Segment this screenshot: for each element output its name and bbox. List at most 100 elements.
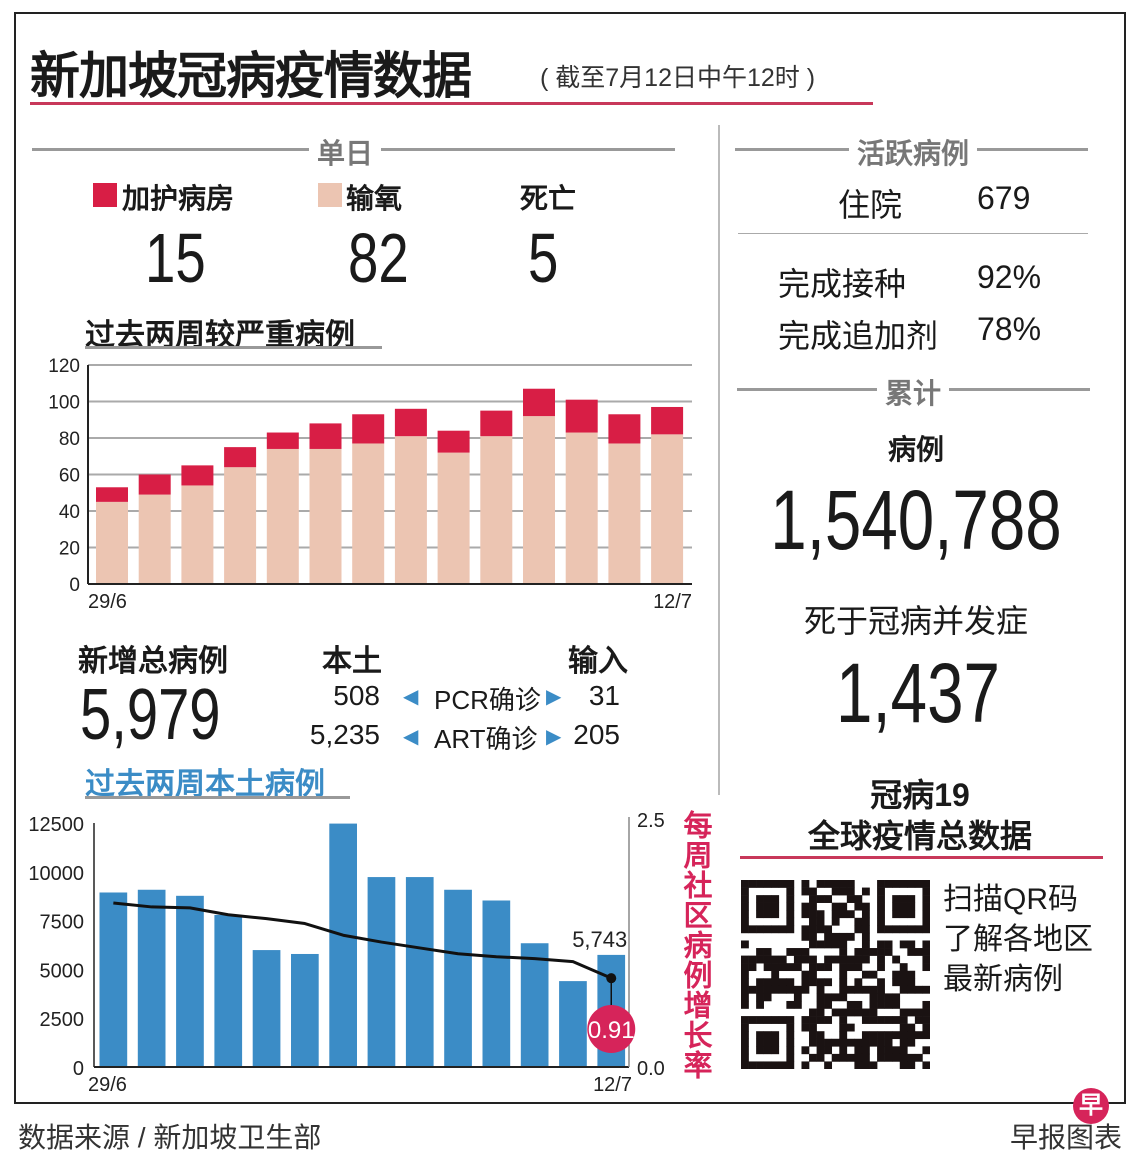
x-tick-label: 29/6 [88, 1074, 127, 1096]
qr-module [899, 1053, 908, 1062]
qr-module [771, 910, 780, 919]
qr-module [824, 978, 833, 987]
deaths-label: 死亡 [520, 183, 577, 214]
qr-module [793, 993, 802, 1002]
qr-code[interactable] [741, 880, 930, 1069]
qr-module [914, 925, 923, 934]
qr-module [869, 970, 878, 979]
qr-module [869, 1031, 878, 1040]
qr-module [907, 978, 916, 987]
y-tick-label: 60 [59, 466, 80, 487]
qr-module [839, 963, 848, 972]
qr-module [899, 1031, 908, 1040]
qr-module [877, 1053, 885, 1062]
oxygen-bar [651, 434, 684, 584]
qr-module [786, 985, 795, 994]
qr-module [793, 985, 802, 994]
qr-module [741, 910, 749, 919]
qr-module [816, 1046, 825, 1055]
growth-rate-axis-label: 每周社区病例增长率 [679, 810, 711, 1080]
qr-module [816, 940, 825, 949]
severe-title-underline [85, 346, 382, 349]
qr-module [907, 1061, 916, 1069]
new-cases-label: 新增总病例 [78, 645, 228, 678]
qr-module [748, 880, 757, 888]
qr-module [809, 1031, 817, 1040]
icu-bar [608, 414, 641, 444]
local-case-bar [405, 877, 434, 1067]
qr-module [831, 1053, 840, 1062]
qr-module [839, 1016, 848, 1024]
qr-module [771, 970, 780, 979]
qr-module [922, 895, 930, 903]
qr-module [771, 880, 780, 888]
qr-module [877, 902, 885, 911]
qr-module [877, 1046, 885, 1055]
qr-module [809, 1023, 817, 1032]
qr-module [861, 1038, 870, 1047]
qr-module [922, 880, 930, 888]
qr-module [899, 978, 908, 987]
qr-module [756, 1038, 764, 1047]
qr-module [907, 1031, 916, 1040]
qr-module [778, 963, 787, 972]
qr-module [763, 1046, 772, 1055]
qr-module [884, 1038, 893, 1047]
qr-module [824, 1061, 833, 1069]
qr-module [793, 955, 802, 964]
oxygen-bar [181, 485, 214, 584]
qr-module [816, 1016, 825, 1024]
qr-module [756, 978, 764, 987]
qr-module [824, 1046, 833, 1055]
qr-module [899, 963, 908, 972]
qr-module [786, 887, 795, 896]
icu-label: 加护病房 [122, 183, 235, 214]
qr-module [892, 1031, 901, 1040]
qr-module [846, 887, 855, 896]
qr-module [922, 917, 930, 926]
local-case-bar [367, 877, 396, 1067]
qr-module [771, 985, 780, 994]
x-tick-label: 12/7 [653, 591, 692, 613]
qr-module [763, 948, 772, 956]
qr-module [741, 887, 749, 896]
qr-module [756, 985, 764, 994]
oxygen-bar [96, 501, 128, 584]
y-tick-label: 0 [73, 1058, 84, 1080]
qr-module [763, 1061, 772, 1069]
qr-module [831, 1038, 840, 1047]
deaths-value: 5 [528, 219, 559, 297]
qr-module [846, 1023, 855, 1032]
icu-bar [565, 399, 598, 433]
qr-module [892, 1000, 901, 1009]
booster-value: 78% [977, 311, 1042, 347]
pcr-local-value: 508 [333, 680, 380, 711]
cumulative-cases-value: 1,540,788 [770, 473, 1062, 567]
y-tick-label: 80 [59, 429, 80, 450]
qr-module [884, 1046, 893, 1055]
qr-module [861, 925, 870, 934]
qr-module [756, 948, 764, 956]
local-case-bar [99, 892, 128, 1067]
qr-module [861, 955, 870, 964]
qr-module [884, 940, 893, 949]
qr-module [914, 1053, 923, 1062]
qr-module [892, 993, 901, 1002]
qr-module [756, 1000, 764, 1009]
qr-module [846, 1053, 855, 1062]
qr-module [907, 910, 916, 919]
oxygen-bar [352, 443, 385, 584]
qr-module [922, 963, 930, 972]
local-title-underline [85, 796, 350, 799]
hospitalised-value: 679 [977, 180, 1031, 216]
qr-module [816, 963, 825, 972]
icu-legend-swatch [93, 183, 117, 207]
qr-module [793, 1000, 802, 1009]
oxygen-bar [523, 416, 555, 584]
x-tick-label: 29/6 [88, 591, 127, 613]
icu-bar [224, 447, 257, 468]
growth-rate-line [113, 901, 612, 980]
qr-module [778, 985, 787, 994]
qr-module [846, 963, 855, 972]
qr-module [771, 978, 780, 987]
